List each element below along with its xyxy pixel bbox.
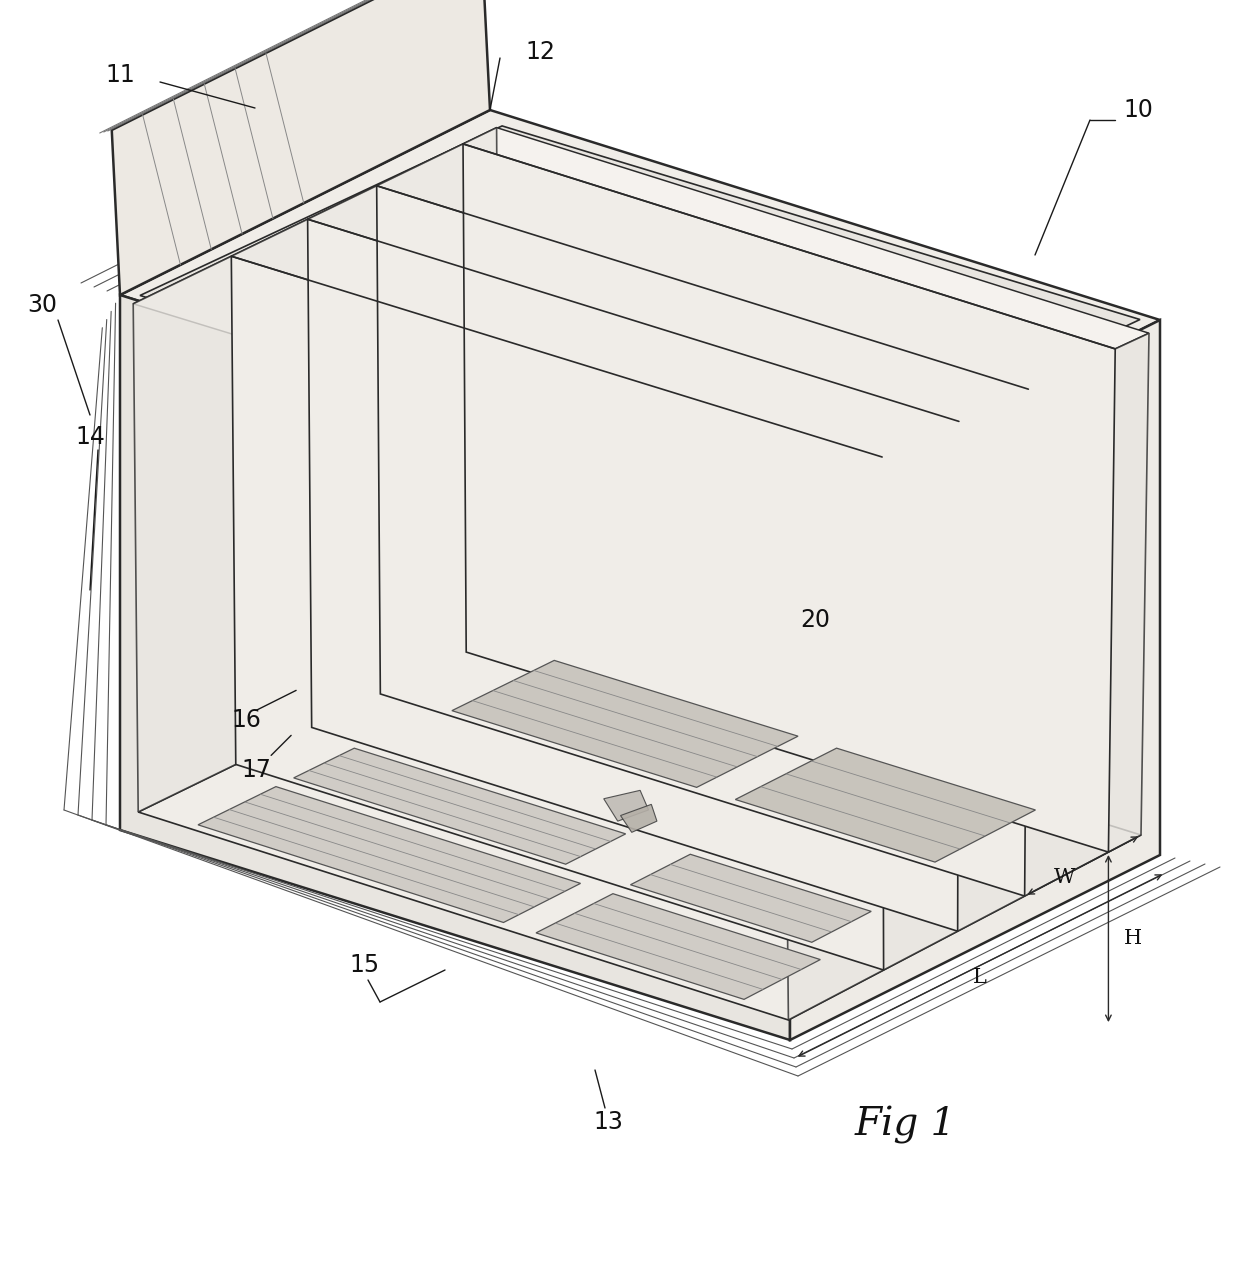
Polygon shape bbox=[140, 126, 1140, 489]
Text: 14: 14 bbox=[76, 426, 105, 450]
Polygon shape bbox=[604, 791, 649, 821]
Text: 17: 17 bbox=[242, 758, 272, 782]
Polygon shape bbox=[133, 128, 500, 812]
Polygon shape bbox=[790, 320, 1159, 1039]
Polygon shape bbox=[120, 296, 790, 1039]
Polygon shape bbox=[138, 635, 1141, 1021]
Text: 20: 20 bbox=[800, 608, 830, 632]
Polygon shape bbox=[536, 894, 821, 999]
Polygon shape bbox=[112, 0, 490, 296]
Polygon shape bbox=[198, 787, 580, 922]
Polygon shape bbox=[232, 256, 884, 970]
Text: 30: 30 bbox=[27, 293, 57, 317]
Polygon shape bbox=[120, 110, 1159, 505]
Text: H: H bbox=[1125, 930, 1142, 949]
Text: W: W bbox=[1054, 868, 1075, 887]
Text: 12: 12 bbox=[525, 40, 556, 64]
Text: 11: 11 bbox=[105, 63, 135, 87]
Polygon shape bbox=[133, 128, 1149, 503]
Polygon shape bbox=[735, 748, 1035, 863]
Polygon shape bbox=[630, 854, 872, 942]
Polygon shape bbox=[377, 186, 1028, 895]
Polygon shape bbox=[463, 144, 1115, 853]
Text: 13: 13 bbox=[593, 1110, 622, 1134]
Text: Fig 1: Fig 1 bbox=[854, 1106, 956, 1144]
Text: 16: 16 bbox=[231, 709, 262, 733]
Polygon shape bbox=[620, 805, 657, 832]
Polygon shape bbox=[308, 220, 959, 931]
Polygon shape bbox=[451, 661, 799, 787]
Polygon shape bbox=[784, 333, 1149, 1021]
Polygon shape bbox=[294, 748, 626, 864]
Text: 10: 10 bbox=[1123, 99, 1153, 123]
Text: L: L bbox=[973, 967, 987, 986]
Text: 15: 15 bbox=[350, 954, 381, 978]
